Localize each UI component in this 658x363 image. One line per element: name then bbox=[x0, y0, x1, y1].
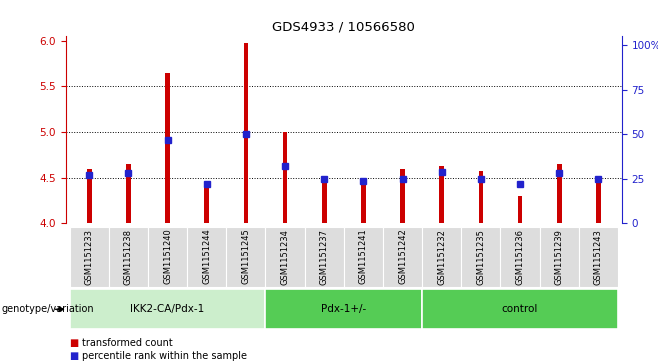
Text: IKK2-CA/Pdx-1: IKK2-CA/Pdx-1 bbox=[130, 303, 205, 314]
Bar bbox=[87, 168, 91, 223]
Bar bbox=[361, 179, 366, 223]
Text: percentile rank within the sample: percentile rank within the sample bbox=[82, 351, 247, 362]
Bar bbox=[205, 182, 209, 223]
Text: GSM1151237: GSM1151237 bbox=[320, 229, 329, 285]
Text: GSM1151245: GSM1151245 bbox=[241, 229, 251, 285]
Bar bbox=[422, 227, 461, 287]
Bar bbox=[226, 227, 265, 287]
Bar bbox=[148, 227, 187, 287]
Text: Pdx-1+/-: Pdx-1+/- bbox=[321, 303, 367, 314]
Text: GSM1151243: GSM1151243 bbox=[594, 229, 603, 285]
Text: GSM1151232: GSM1151232 bbox=[437, 229, 446, 285]
Text: GSM1151240: GSM1151240 bbox=[163, 229, 172, 285]
Bar bbox=[383, 227, 422, 287]
Bar bbox=[422, 289, 618, 329]
Bar bbox=[187, 227, 226, 287]
Text: ■: ■ bbox=[69, 338, 78, 348]
Bar bbox=[243, 43, 248, 223]
Bar bbox=[109, 227, 148, 287]
Bar bbox=[126, 164, 131, 223]
Bar bbox=[343, 227, 383, 287]
Title: GDS4933 / 10566580: GDS4933 / 10566580 bbox=[272, 21, 415, 34]
Bar bbox=[540, 227, 579, 287]
Bar bbox=[70, 289, 265, 329]
Bar bbox=[400, 168, 405, 223]
Bar bbox=[579, 227, 618, 287]
Bar bbox=[557, 164, 561, 223]
Text: GSM1151236: GSM1151236 bbox=[515, 229, 524, 285]
Text: GSM1151239: GSM1151239 bbox=[555, 229, 564, 285]
Bar bbox=[265, 227, 305, 287]
Text: GSM1151238: GSM1151238 bbox=[124, 229, 133, 285]
Text: GSM1151241: GSM1151241 bbox=[359, 229, 368, 285]
Bar bbox=[501, 227, 540, 287]
Bar bbox=[478, 171, 483, 223]
Bar bbox=[596, 182, 601, 223]
Text: GSM1151242: GSM1151242 bbox=[398, 229, 407, 285]
Bar bbox=[305, 227, 343, 287]
Bar bbox=[440, 166, 444, 223]
Bar bbox=[165, 73, 170, 223]
Text: transformed count: transformed count bbox=[82, 338, 173, 348]
Text: genotype/variation: genotype/variation bbox=[2, 304, 95, 314]
Text: control: control bbox=[502, 303, 538, 314]
Bar bbox=[461, 227, 501, 287]
Bar bbox=[322, 178, 326, 223]
Bar bbox=[265, 289, 422, 329]
Bar bbox=[518, 196, 522, 223]
Text: GSM1151234: GSM1151234 bbox=[280, 229, 290, 285]
Bar bbox=[70, 227, 109, 287]
Text: ■: ■ bbox=[69, 351, 78, 362]
Text: GSM1151233: GSM1151233 bbox=[85, 229, 94, 285]
Text: GSM1151235: GSM1151235 bbox=[476, 229, 486, 285]
Bar bbox=[283, 132, 288, 223]
Text: GSM1151244: GSM1151244 bbox=[202, 229, 211, 285]
